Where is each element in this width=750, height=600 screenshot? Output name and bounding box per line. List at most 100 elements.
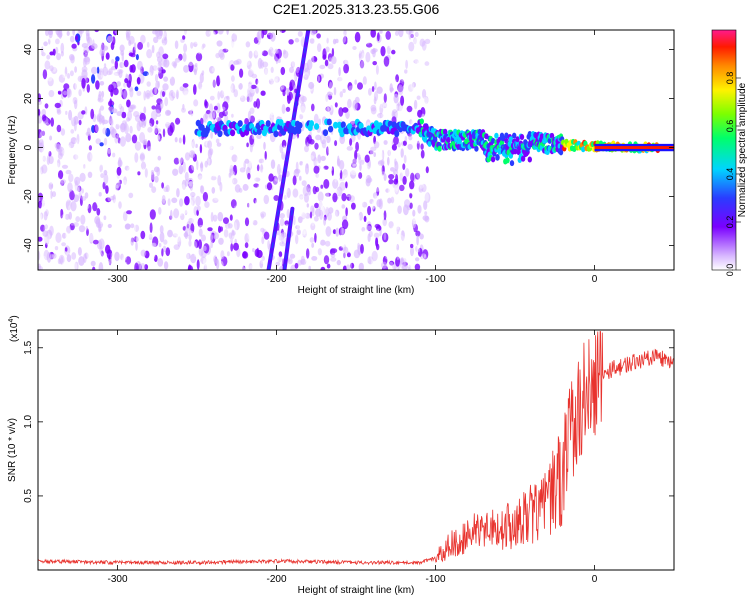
noise-speck: [234, 222, 238, 233]
noise-speck: [249, 212, 253, 223]
noise-speck: [362, 76, 367, 86]
noise-speck: [424, 147, 431, 154]
noise-speck: [239, 167, 246, 173]
noise-speck: [236, 58, 242, 65]
noise-speck: [223, 57, 226, 68]
noise-speck: [81, 66, 88, 73]
noise-speck: [65, 110, 68, 115]
noise-speck: [220, 106, 226, 111]
noise-speck: [232, 46, 236, 53]
noise-speck: [340, 33, 347, 44]
noise-speck: [255, 86, 259, 94]
noise-speck: [376, 86, 383, 94]
noise-speck: [172, 87, 177, 98]
noise-speck: [105, 197, 112, 203]
noise-speck: [408, 84, 414, 92]
noise-speck: [394, 79, 398, 89]
noise-speck: [85, 226, 89, 231]
noise-speck: [205, 179, 209, 185]
noise-speck: [247, 202, 250, 208]
noise-speck: [72, 236, 78, 245]
noise-speck: [244, 158, 250, 164]
noise-speck: [314, 101, 319, 106]
noise-speck: [350, 170, 357, 179]
noise-speck: [260, 90, 266, 96]
noise-speck: [71, 252, 77, 260]
noise-speck: [365, 34, 371, 45]
noise-speck: [311, 56, 318, 63]
noise-speck: [343, 30, 347, 37]
noise-speck: [274, 254, 278, 264]
noise-speck: [236, 155, 241, 164]
noise-speck: [160, 205, 165, 217]
noise-speck: [262, 30, 268, 36]
noise-speck: [397, 84, 404, 96]
noise-speck: [388, 183, 395, 192]
noise-speck: [195, 195, 201, 207]
noise-speck: [301, 162, 304, 172]
noise-speck: [176, 188, 180, 198]
noise-speck: [121, 52, 125, 62]
noise-speck: [87, 203, 92, 214]
noise-speck: [43, 41, 48, 47]
noise-speck: [166, 110, 172, 115]
noise-speck: [80, 36, 86, 41]
noise-speck: [319, 252, 325, 260]
noise-speck: [295, 148, 300, 160]
noise-speck: [207, 233, 214, 242]
noise-speck: [201, 234, 206, 242]
noise-speck: [95, 177, 100, 183]
noise-speck: [381, 78, 385, 86]
noise-speck: [167, 71, 173, 80]
noise-speck: [303, 72, 309, 78]
noise-speck: [268, 73, 273, 81]
noise-speck: [227, 43, 232, 49]
noise-speck: [198, 228, 203, 237]
noise-speck: [130, 212, 134, 219]
noise-speck: [172, 168, 179, 176]
noise-speck: [334, 209, 340, 217]
noise-speck: [342, 246, 349, 254]
noise-speck: [370, 146, 377, 152]
noise-speck: [164, 30, 171, 38]
noise-speck: [76, 133, 80, 145]
noise-speck: [92, 202, 98, 212]
noise-speck: [398, 104, 403, 116]
noise-speck: [294, 168, 301, 174]
noise-speck: [236, 45, 240, 54]
noise-speck: [398, 30, 404, 38]
noise-speck: [164, 97, 169, 107]
noise-speck: [350, 158, 358, 167]
noise-speck: [310, 30, 317, 36]
noise-speck: [316, 235, 321, 245]
noise-speck: [378, 254, 383, 261]
noise-speck: [422, 249, 429, 260]
noise-speck: [249, 78, 254, 84]
noise-speck: [101, 90, 105, 98]
noise-speck: [101, 149, 106, 154]
noise-speck: [219, 78, 224, 85]
noise-speck: [38, 108, 41, 117]
noise-speck: [246, 60, 252, 70]
noise-speck: [253, 177, 257, 184]
noise-speck: [210, 240, 214, 249]
noise-speck: [374, 223, 381, 229]
noise-speck: [68, 211, 72, 220]
noise-speck: [190, 124, 196, 136]
noise-speck: [244, 242, 249, 249]
x-tick-label: -100: [425, 574, 445, 585]
noise-speck: [195, 184, 201, 193]
noise-speck: [319, 86, 326, 94]
noise-speck: [356, 41, 363, 51]
signal-cell: [495, 154, 500, 160]
noise-speck: [397, 201, 401, 206]
noise-speck: [158, 207, 162, 215]
noise-speck: [317, 248, 322, 256]
noise-speck: [341, 219, 349, 230]
noise-speck: [377, 114, 381, 123]
noise-speck: [129, 125, 133, 134]
noise-speck: [402, 163, 406, 170]
noise-speck: [303, 114, 307, 119]
noise-speck: [238, 152, 243, 157]
noise-speck: [149, 65, 154, 76]
